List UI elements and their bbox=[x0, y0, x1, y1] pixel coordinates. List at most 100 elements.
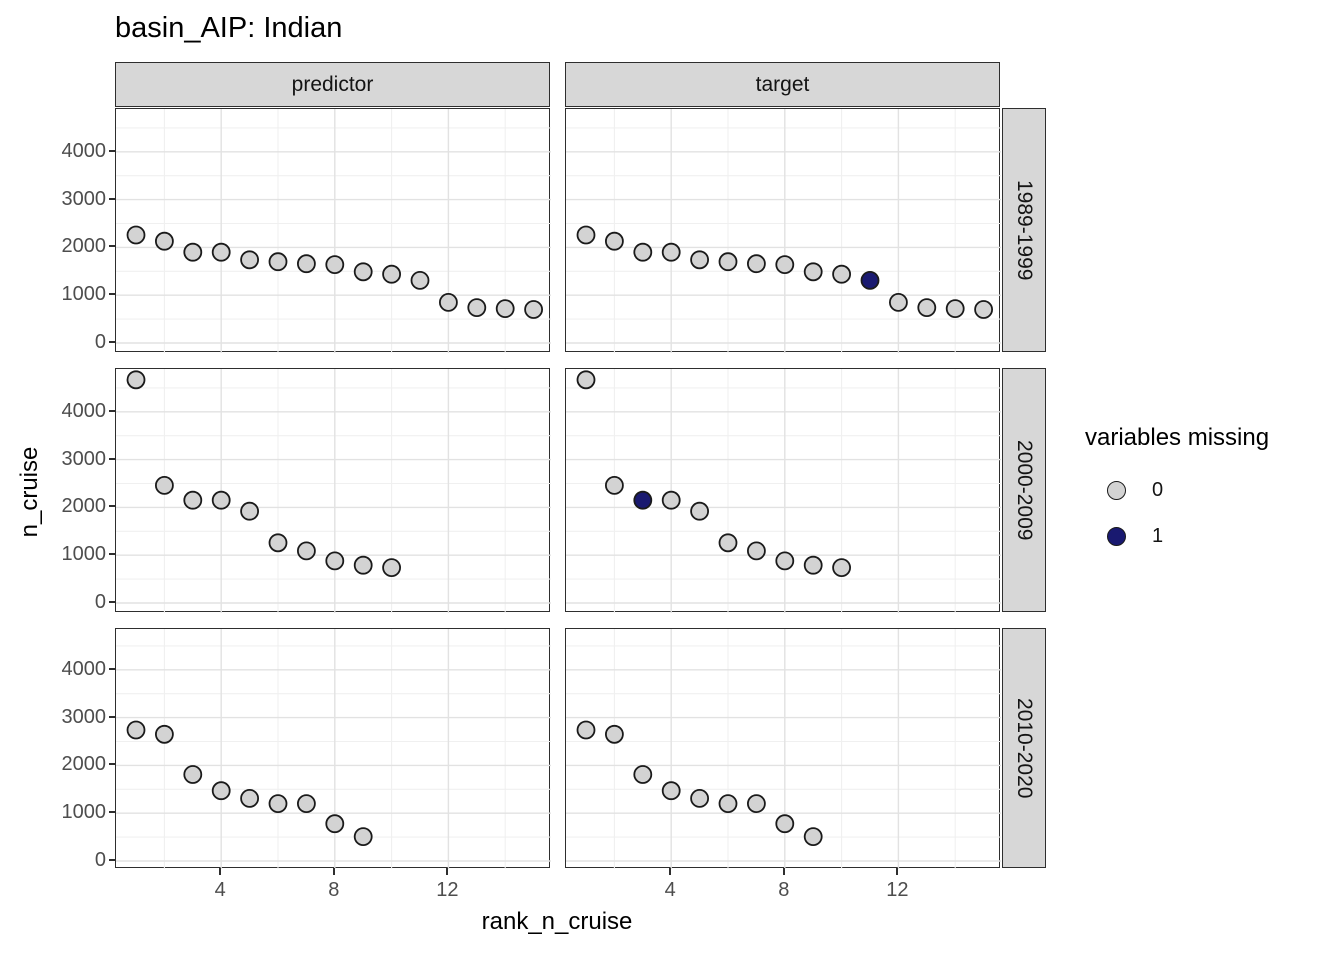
data-point bbox=[832, 558, 852, 578]
data-point bbox=[690, 788, 710, 808]
y-axis-tick bbox=[109, 553, 115, 556]
legend-title: variables missing bbox=[1085, 424, 1270, 451]
data-point bbox=[832, 264, 852, 284]
y-axis-tick-label: 0 bbox=[94, 591, 106, 613]
y-axis-tick bbox=[109, 763, 115, 766]
data-point bbox=[945, 299, 965, 319]
x-axis-tick bbox=[782, 868, 785, 875]
y-axis-tick bbox=[109, 457, 115, 460]
data-point bbox=[382, 558, 402, 578]
y-axis-tick-label: 0 bbox=[94, 849, 106, 871]
y-axis-tick bbox=[109, 601, 115, 603]
y-axis-tick-label: 4000 bbox=[61, 657, 107, 680]
data-point bbox=[240, 250, 260, 270]
y-axis-tick-label: 3000 bbox=[61, 447, 107, 470]
data-point bbox=[888, 292, 908, 312]
data-point bbox=[633, 490, 653, 510]
x-axis-tick bbox=[446, 868, 449, 875]
data-point bbox=[353, 555, 373, 575]
y-axis-tick-label: 1000 bbox=[61, 283, 107, 306]
data-point bbox=[605, 476, 624, 495]
y-axis-tick-label: 1000 bbox=[61, 801, 107, 824]
y-axis-tick bbox=[109, 811, 115, 814]
data-point bbox=[126, 225, 146, 245]
data-point bbox=[183, 242, 203, 262]
facet-row-strip-2010-2020: 2010-2020 bbox=[1002, 628, 1046, 868]
x-axis-tick bbox=[669, 868, 672, 875]
y-axis-tick bbox=[109, 505, 115, 508]
x-axis-tick bbox=[332, 868, 335, 875]
panel-target-2000-2009 bbox=[565, 368, 1001, 613]
data-point bbox=[353, 262, 373, 282]
data-point bbox=[296, 541, 316, 561]
panel-target-1989-1999 bbox=[565, 108, 1001, 353]
data-point bbox=[746, 794, 766, 814]
y-axis-tick-label: 2000 bbox=[61, 753, 107, 776]
y-axis-tick bbox=[109, 409, 115, 412]
data-point bbox=[240, 788, 260, 808]
data-point bbox=[860, 270, 880, 290]
data-point bbox=[974, 300, 994, 319]
y-axis-tick bbox=[109, 293, 115, 296]
legend-item-missing-1: 1 bbox=[1085, 518, 1335, 554]
data-point bbox=[718, 794, 738, 814]
facet-row-strip-1989-1999: 1989-1999 bbox=[1002, 108, 1046, 352]
data-point bbox=[296, 794, 316, 814]
data-point bbox=[155, 724, 174, 744]
data-point bbox=[633, 242, 653, 262]
data-point bbox=[126, 370, 146, 390]
x-axis-tick-label: 4 bbox=[214, 879, 226, 901]
facet-row-strip-2000-2009: 2000-2009 bbox=[1002, 368, 1046, 612]
data-point bbox=[633, 765, 653, 784]
data-point bbox=[155, 476, 174, 495]
y-axis-tick-label: 4000 bbox=[61, 139, 107, 162]
facet-row-strip-label: 2000-2009 bbox=[1013, 439, 1036, 541]
data-point bbox=[718, 252, 738, 272]
data-point bbox=[467, 298, 487, 318]
data-point bbox=[325, 551, 345, 571]
data-point bbox=[126, 720, 146, 740]
data-point bbox=[183, 490, 203, 510]
facet-row-strip-label: 1989-1999 bbox=[1013, 179, 1036, 281]
y-axis-tick bbox=[109, 341, 115, 343]
data-point bbox=[775, 255, 795, 275]
data-point bbox=[690, 250, 710, 270]
panel-predictor-2010-2020 bbox=[115, 628, 551, 869]
facet-column-strip-predictor: predictor bbox=[115, 62, 550, 107]
data-point bbox=[268, 794, 288, 814]
data-point bbox=[803, 827, 823, 847]
x-axis-tick bbox=[896, 868, 899, 875]
data-point bbox=[268, 533, 288, 553]
data-point bbox=[353, 827, 373, 847]
data-point bbox=[576, 370, 596, 390]
y-axis-tick-label: 1000 bbox=[61, 543, 107, 566]
x-axis-tick-label: 8 bbox=[328, 879, 340, 901]
facet-column-strip-target: target bbox=[565, 62, 1000, 107]
data-point bbox=[296, 254, 316, 274]
y-axis-tick-label: 2000 bbox=[61, 495, 107, 518]
x-axis-tick-label: 12 bbox=[436, 879, 459, 901]
facet-row-strip-label: 2010-2020 bbox=[1013, 697, 1036, 799]
x-axis-tick-label: 8 bbox=[778, 879, 790, 901]
data-point bbox=[325, 814, 345, 834]
data-point bbox=[746, 541, 766, 561]
data-point bbox=[268, 252, 288, 272]
plot-title: basin_AIP: Indian bbox=[115, 12, 343, 44]
legend-item-label: 1 bbox=[1152, 524, 1164, 547]
data-point bbox=[803, 555, 823, 575]
y-axis-tick bbox=[109, 667, 115, 670]
data-point bbox=[576, 225, 596, 245]
data-point bbox=[605, 724, 624, 744]
data-point bbox=[576, 720, 596, 740]
legend-key-circle-gray bbox=[1107, 480, 1126, 500]
x-axis-tick-label: 4 bbox=[664, 879, 676, 901]
x-axis-tick bbox=[219, 868, 222, 875]
legend: variables missing 0 1 bbox=[1085, 424, 1335, 564]
y-axis-tick-label: 3000 bbox=[61, 187, 107, 210]
data-point bbox=[605, 231, 624, 251]
y-axis-tick bbox=[109, 149, 115, 152]
data-point bbox=[661, 242, 681, 262]
data-point bbox=[803, 262, 823, 282]
y-axis-tick-label: 3000 bbox=[61, 705, 107, 728]
data-point bbox=[382, 264, 402, 284]
